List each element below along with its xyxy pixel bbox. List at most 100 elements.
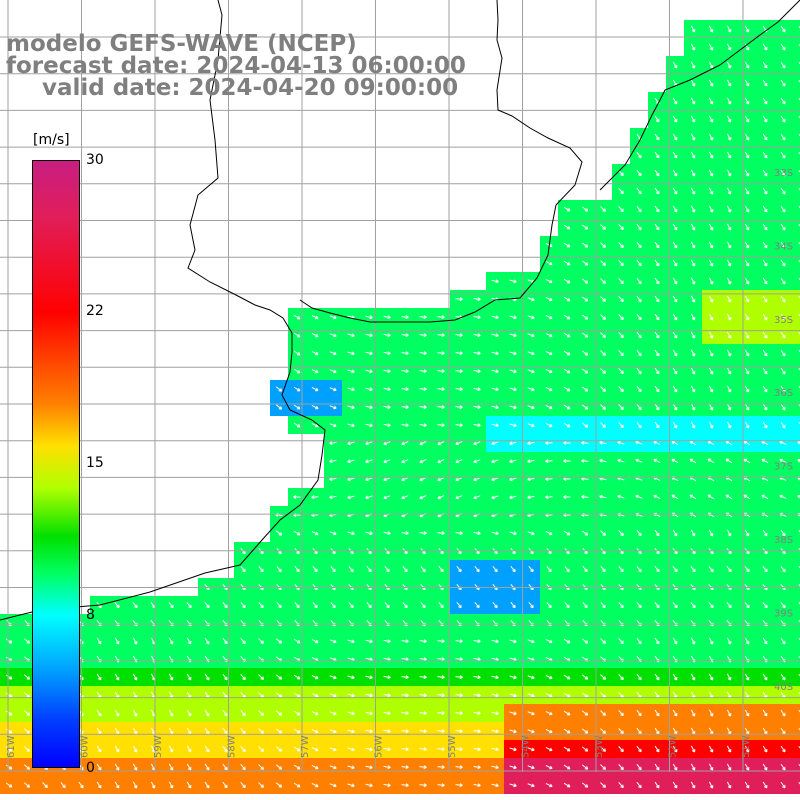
- colorbar-tick: 8: [86, 607, 95, 623]
- wind-arrow: [329, 711, 337, 716]
- wind-arrow: [365, 351, 373, 356]
- wind-arrow: [473, 405, 481, 410]
- wind-arrow: [726, 151, 732, 159]
- wind-arrow: [5, 710, 13, 716]
- wind-arrow: [636, 205, 642, 213]
- wind-arrow: [708, 601, 714, 609]
- wind-arrow: [600, 728, 607, 734]
- wind-arrow: [744, 349, 750, 357]
- wind-arrow: [708, 259, 714, 267]
- wind-arrow: [600, 638, 607, 644]
- wind-arrow: [581, 764, 589, 770]
- wind-arrow: [473, 369, 481, 374]
- wind-arrow: [564, 565, 570, 573]
- wind-arrow: [293, 728, 301, 734]
- wind-cell: [792, 290, 800, 308]
- wind-arrow: [762, 187, 768, 195]
- wind-arrow: [491, 495, 499, 500]
- wind-arrow: [401, 765, 409, 770]
- wind-arrow: [780, 367, 786, 375]
- latitude-label: 40S: [774, 682, 793, 693]
- wind-arrow: [654, 745, 660, 753]
- wind-arrow: [653, 458, 661, 463]
- wind-arrow: [690, 673, 696, 681]
- wind-arrow: [365, 765, 373, 770]
- wind-arrow: [114, 763, 120, 771]
- wind-arrow: [708, 331, 714, 339]
- wind-arrow: [762, 745, 768, 753]
- wind-arrow: [545, 495, 553, 500]
- wind-arrow: [311, 764, 319, 770]
- wind-arrow: [762, 637, 768, 645]
- wind-arrow: [600, 278, 607, 284]
- wind-arrow: [365, 315, 373, 320]
- wind-arrow: [563, 530, 571, 536]
- wind-arrow: [5, 674, 13, 680]
- wind-arrow: [240, 601, 246, 609]
- wind-arrow: [581, 206, 589, 212]
- wind-arrow: [726, 79, 732, 87]
- wind-arrow: [780, 313, 786, 321]
- wind-cell: [792, 38, 800, 56]
- wind-arrow: [780, 331, 786, 339]
- wind-arrow: [491, 351, 499, 356]
- wind-arrow: [114, 601, 120, 609]
- wind-arrow: [726, 403, 732, 411]
- wind-arrow: [563, 710, 571, 716]
- wind-arrow: [419, 747, 427, 752]
- wind-arrow: [473, 333, 481, 338]
- wind-arrow: [600, 332, 607, 338]
- wind-arrow: [437, 405, 445, 410]
- wind-arrow: [744, 205, 750, 213]
- wind-cell: [792, 92, 800, 110]
- wind-arrow: [690, 169, 696, 177]
- wind-arrow: [114, 673, 120, 681]
- wind-arrow: [563, 368, 571, 374]
- wind-arrow: [383, 441, 391, 446]
- wind-arrow: [726, 781, 732, 789]
- wind-arrow: [545, 368, 553, 374]
- wind-arrow: [420, 601, 426, 609]
- wind-arrow: [96, 709, 102, 717]
- latitude-label: 34S: [774, 241, 793, 252]
- wind-arrow: [779, 458, 787, 463]
- wind-arrow: [726, 673, 732, 681]
- wind-arrow: [527, 423, 535, 428]
- wind-arrow: [762, 403, 768, 411]
- wind-cell: [792, 740, 800, 758]
- wind-arrow: [563, 764, 571, 770]
- wind-arrow: [581, 530, 589, 536]
- wind-arrow: [491, 531, 499, 536]
- wind-arrow: [186, 745, 192, 753]
- wind-arrow: [186, 727, 192, 735]
- wind-cell: [792, 632, 800, 650]
- wind-arrow: [419, 693, 427, 698]
- wind-arrow: [275, 386, 283, 392]
- wind-arrow: [545, 710, 553, 716]
- wind-arrow: [455, 441, 463, 446]
- wind-arrow: [708, 241, 714, 249]
- wind-arrow: [419, 639, 427, 644]
- wind-arrow: [780, 223, 786, 231]
- wind-arrow: [401, 351, 409, 356]
- wind-arrow: [618, 206, 624, 213]
- wind-arrow: [744, 169, 750, 177]
- wind-arrow: [329, 693, 337, 698]
- wind-arrow: [672, 223, 678, 231]
- wind-arrow: [726, 133, 732, 141]
- wind-arrow: [545, 746, 553, 752]
- wind-arrow: [365, 477, 373, 482]
- wind-arrow: [708, 529, 714, 537]
- wind-arrow: [618, 332, 624, 339]
- wind-arrow: [581, 746, 589, 752]
- wind-cell: [792, 128, 800, 146]
- wind-cell: [792, 182, 800, 200]
- wind-arrow: [563, 332, 571, 338]
- wind-arrow: [744, 115, 750, 123]
- longitude-label: 61W: [6, 735, 17, 758]
- colorbar-tick: 22: [86, 303, 104, 319]
- wind-arrow: [491, 639, 499, 644]
- wind-arrow: [311, 710, 319, 716]
- latitude-label: 33S: [774, 168, 793, 179]
- wind-arrows: [5, 25, 800, 789]
